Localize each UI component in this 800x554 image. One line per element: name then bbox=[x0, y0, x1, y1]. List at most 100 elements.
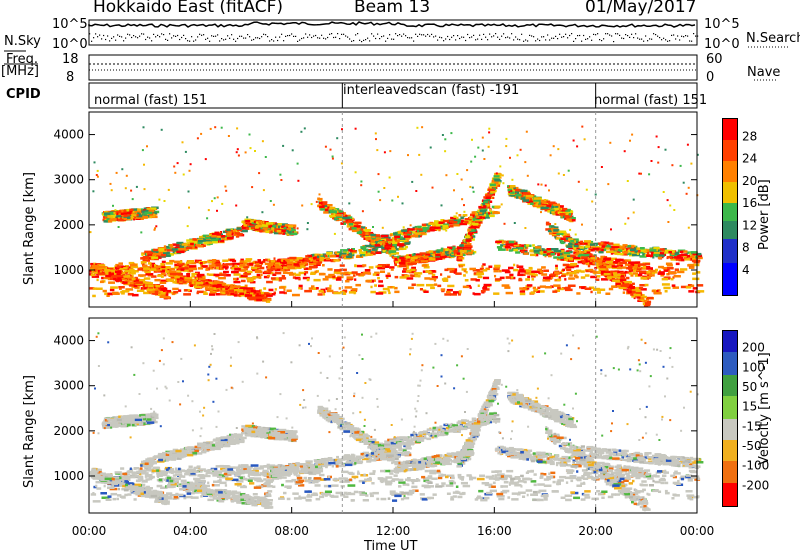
echo-cell bbox=[632, 253, 640, 257]
echo-cell bbox=[584, 287, 592, 290]
echo-cell bbox=[155, 285, 161, 288]
echo-cell bbox=[641, 297, 644, 300]
nsearch-dot bbox=[659, 37, 661, 39]
beam-label: Beam 13 bbox=[354, 0, 431, 17]
echo-cell bbox=[505, 276, 511, 279]
echo-cell bbox=[546, 204, 552, 207]
echo-cell bbox=[456, 246, 463, 250]
echo-cell bbox=[377, 276, 380, 280]
echo-cell bbox=[147, 251, 154, 255]
echo-cell bbox=[393, 234, 401, 237]
echo-cell bbox=[560, 237, 567, 240]
echo-cell bbox=[131, 214, 137, 217]
echo-cell bbox=[519, 268, 525, 271]
echo-cell bbox=[692, 277, 700, 281]
echo-cell bbox=[262, 292, 270, 296]
nsearch-dot bbox=[589, 36, 591, 38]
echo-cell bbox=[444, 251, 449, 254]
echo-cell bbox=[696, 290, 705, 293]
echo-cell bbox=[252, 287, 255, 290]
nsearch-dot bbox=[349, 38, 351, 40]
echo-cell bbox=[422, 229, 429, 232]
nsearch-dot bbox=[339, 38, 341, 40]
echo-cell bbox=[283, 259, 286, 263]
echo-cell bbox=[279, 291, 285, 294]
echo-cell bbox=[519, 290, 526, 293]
echo-cell bbox=[96, 287, 103, 290]
echo-cell bbox=[431, 273, 436, 277]
echo-cell bbox=[474, 216, 478, 219]
echo-cell bbox=[200, 279, 208, 282]
echo-cell bbox=[201, 265, 208, 268]
echo-cell bbox=[659, 269, 661, 273]
echo-cell bbox=[303, 267, 309, 270]
echo-cell bbox=[319, 205, 325, 208]
echo-cell bbox=[553, 284, 561, 287]
echo-cell bbox=[287, 271, 293, 275]
echo-cell bbox=[482, 269, 488, 272]
echo-cell bbox=[483, 216, 490, 219]
echo-cell bbox=[205, 281, 209, 285]
echo-cell bbox=[394, 263, 397, 267]
echo-cell bbox=[207, 260, 212, 264]
nsearch-dot bbox=[235, 40, 237, 42]
echo-cell bbox=[433, 283, 438, 286]
echo-cell bbox=[185, 246, 193, 250]
echo-cell bbox=[533, 199, 541, 202]
echo-cell bbox=[311, 285, 315, 288]
echo-cell bbox=[513, 263, 516, 267]
nsearch-dot bbox=[383, 35, 385, 37]
nsearch-dot bbox=[317, 37, 319, 39]
echo-cell bbox=[289, 256, 297, 260]
echo-cell bbox=[304, 257, 309, 261]
echo-cell bbox=[317, 255, 320, 259]
echo-cell bbox=[431, 256, 438, 260]
echo-cell bbox=[146, 207, 151, 211]
echo-cell bbox=[657, 272, 665, 275]
nsearch-dot bbox=[389, 34, 391, 36]
echo-cell bbox=[231, 267, 234, 270]
echo-cell bbox=[591, 255, 597, 259]
echo-cell bbox=[481, 207, 486, 210]
nsearch-dot bbox=[409, 37, 411, 39]
echo-cell bbox=[153, 253, 162, 256]
echo-cell bbox=[462, 246, 467, 250]
echo-cell bbox=[640, 247, 645, 250]
echo-cell bbox=[91, 271, 94, 274]
echo-cell bbox=[253, 275, 262, 279]
echo-cell bbox=[509, 246, 512, 250]
echo-cell bbox=[515, 193, 522, 197]
nsearch-dot bbox=[501, 35, 503, 37]
echo-cell bbox=[551, 211, 555, 214]
echo-cell bbox=[209, 291, 217, 294]
echo-cell bbox=[211, 282, 218, 285]
echo-cell bbox=[687, 264, 695, 267]
echo-cell bbox=[121, 275, 128, 278]
echo-cell bbox=[248, 292, 256, 295]
echo-cell bbox=[129, 284, 135, 287]
nsearch-dot bbox=[217, 34, 219, 36]
nsearch-dot bbox=[385, 40, 387, 42]
echo-cell bbox=[603, 265, 611, 268]
echo-cell bbox=[273, 231, 281, 235]
echo-cell bbox=[469, 267, 476, 271]
nsearch-dot bbox=[487, 39, 489, 41]
echo-cell bbox=[670, 277, 674, 281]
echo-cell bbox=[239, 264, 246, 267]
echo-cell bbox=[121, 214, 126, 217]
echo-cell bbox=[583, 253, 590, 257]
echo-cell bbox=[143, 207, 148, 210]
nsearch-dot bbox=[177, 34, 179, 37]
echo-cell bbox=[316, 287, 319, 290]
echo-cell bbox=[341, 272, 347, 276]
echo-cell bbox=[597, 291, 601, 294]
nsearch-dot bbox=[619, 34, 621, 36]
echo-cell bbox=[382, 287, 390, 291]
echo-cell bbox=[294, 273, 301, 277]
echo-cell bbox=[353, 274, 356, 277]
echo-cell bbox=[362, 271, 371, 275]
echo-cell bbox=[669, 271, 677, 275]
echo-cell bbox=[202, 284, 207, 288]
echo-cell bbox=[351, 227, 357, 230]
echo-cell bbox=[282, 271, 289, 274]
